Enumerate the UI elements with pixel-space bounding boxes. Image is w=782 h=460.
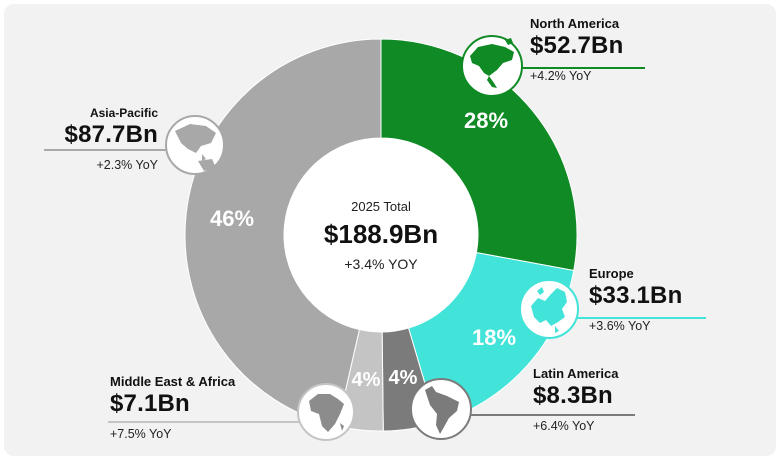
slice-percent-asia-pacific: 46%: [210, 206, 254, 231]
north-america-map-icon: [461, 35, 523, 97]
region-name: Middle East & Africa: [110, 374, 236, 389]
region-yoy: +3.6% YoY: [589, 319, 651, 333]
label-middle-east-africa: Middle East & Africa $7.1Bn +7.5% YoY: [110, 374, 235, 441]
region-name: Asia-Pacific: [89, 106, 158, 120]
europe-map-icon: [519, 279, 579, 339]
center-title: 2025 Total: [351, 199, 411, 214]
slice-percent-europe: 18%: [472, 325, 516, 350]
label-asia-pacific: Asia-Pacific $87.7Bn +2.3% YoY: [40, 106, 158, 172]
region-name: North America: [530, 16, 620, 31]
slice-percent-north-america: 28%: [464, 108, 508, 133]
region-yoy: +7.5% YoY: [110, 427, 172, 441]
slice-percent-middle-east-africa: 4%: [352, 369, 381, 391]
south-america-map-icon: [410, 378, 472, 440]
center-yoy: +3.4% YOY: [344, 256, 418, 272]
donut-center-hole: [284, 138, 478, 332]
region-value: $7.1Bn: [110, 390, 190, 417]
region-value: $52.7Bn: [530, 32, 624, 59]
region-value: $8.3Bn: [533, 382, 613, 409]
region-yoy: +4.2% YoY: [530, 69, 592, 83]
label-latin-america: Latin America $8.3Bn +6.4% YoY: [533, 366, 619, 433]
region-value: $33.1Bn: [589, 282, 683, 309]
region-yoy: +6.4% YoY: [533, 419, 595, 433]
center-total-value: $188.9Bn: [323, 219, 439, 249]
africa-map-icon: [297, 383, 355, 441]
label-north-america: North America $52.7Bn +4.2% YoY: [530, 16, 623, 83]
slice-percent-latin-america: 4%: [389, 367, 418, 389]
region-yoy: +2.3% YoY: [96, 158, 158, 172]
region-value: $87.7Bn: [64, 121, 158, 148]
label-europe: Europe $33.1Bn +3.6% YoY: [589, 266, 682, 333]
center-title-block: 2025 Total $188.9Bn +3.4% YOY: [310, 199, 452, 272]
region-name: Europe: [589, 266, 634, 281]
region-name: Latin America: [533, 366, 619, 381]
asia-pacific-map-icon: [165, 115, 225, 175]
